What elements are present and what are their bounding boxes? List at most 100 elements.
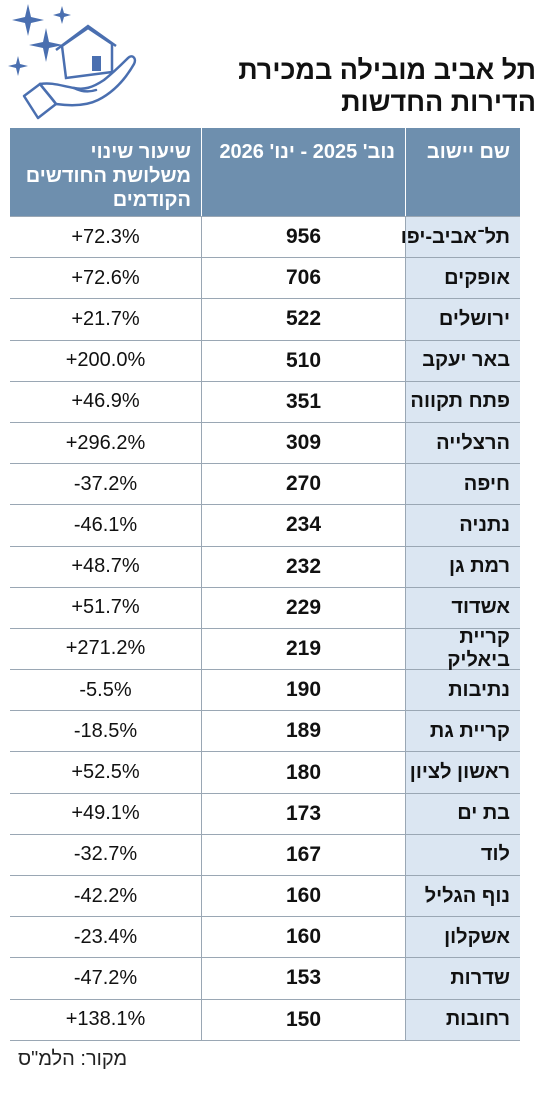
change-value: +49.1% (71, 802, 140, 825)
change-value: -46.1% (73, 513, 138, 536)
change-cell: -32.7% (10, 834, 202, 875)
change-value: -32.7% (73, 843, 138, 866)
sales-value: 160 (285, 884, 322, 908)
change-cell: +48.7% (10, 546, 202, 587)
sparkle-icon (12, 4, 44, 36)
table-row: פתח תקווה 351 +46.9% (10, 380, 520, 422)
header-change: שיעור שינוי משלושת החודשים הקודמים (10, 128, 202, 216)
sales-value: 309 (285, 431, 322, 455)
change-value: +48.7% (71, 555, 140, 578)
table-row: אשדוד 229 +51.7% (10, 586, 520, 628)
sales-cell: 229 (202, 587, 406, 628)
change-value: +51.7% (71, 596, 140, 619)
table-row: רמת גן 232 +48.7% (10, 545, 520, 587)
change-cell: +52.5% (10, 752, 202, 793)
table-header: שם יישוב נוב' 2025 - ינו' 2026 שיעור שינ… (10, 128, 520, 216)
change-cell: +138.1% (10, 999, 202, 1040)
sales-value: 522 (285, 307, 322, 331)
sales-value: 232 (285, 554, 322, 578)
sales-value: 150 (285, 1007, 322, 1031)
table-row: ירושלים 522 +21.7% (10, 298, 520, 340)
change-value: -42.2% (73, 884, 138, 907)
sales-cell: 173 (202, 793, 406, 834)
table-row: קריית גת 189 -18.5% (10, 710, 520, 752)
sales-cell: 167 (202, 834, 406, 875)
table-row: קריית ביאליק 219 +271.2% (10, 626, 520, 671)
sales-cell: 270 (202, 464, 406, 505)
page-title: תל אביב מובילה במכירת הדירות החדשות (238, 55, 536, 117)
table-row: רחובות 150 +138.1% (10, 998, 520, 1040)
city-name-cell: אשקלון (406, 917, 520, 958)
table-row: חיפה 270 -37.2% (10, 463, 520, 505)
change-cell: -46.1% (10, 505, 202, 546)
change-value: +72.3% (71, 225, 140, 248)
header-period: נוב' 2025 - ינו' 2026 (202, 128, 406, 216)
sales-value: 180 (285, 760, 322, 784)
table-row: נוף הגליל 160 -42.2% (10, 875, 520, 917)
sales-cell: 706 (202, 258, 406, 299)
city-name-cell: שדרות (406, 958, 520, 999)
city-name-cell: קריית ביאליק (406, 626, 520, 671)
sales-value: 160 (285, 925, 322, 949)
city-name-cell: באר יעקב (406, 340, 520, 381)
change-value: -5.5% (79, 678, 132, 701)
change-cell: -5.5% (10, 670, 202, 711)
city-name-cell: הרצלייה (406, 422, 520, 464)
table-row: לוד 167 -32.7% (10, 833, 520, 875)
change-value: +72.6% (71, 266, 140, 289)
change-value: +138.1% (65, 1008, 146, 1031)
sales-cell: 234 (202, 505, 406, 546)
sales-value: 167 (285, 842, 322, 866)
sales-cell: 160 (202, 917, 406, 958)
city-name-cell: תל־אביב-יפו (401, 217, 520, 258)
change-value: +296.2% (65, 431, 146, 454)
sales-value: 219 (285, 636, 322, 660)
city-name-cell: נוף הגליל (406, 876, 520, 917)
sales-cell: 510 (202, 340, 406, 381)
sales-cell: 153 (202, 958, 406, 999)
change-value: -37.2% (73, 472, 138, 495)
change-cell: +51.7% (10, 587, 202, 628)
source-note: מקור: הלמ"ס (18, 1048, 128, 1070)
table-body: תל־אביב-יפו 956 +72.3% אופקים 706 +72.6% ירושל… (10, 216, 520, 1040)
city-name-cell: לוד (406, 834, 520, 875)
sales-cell: 219 (202, 628, 406, 670)
sales-cell: 150 (202, 999, 406, 1040)
hand-house-logo-icon (8, 4, 137, 120)
table-bottom-border (10, 1039, 520, 1041)
sales-cell: 160 (202, 876, 406, 917)
table-row: אופקים 706 +72.6% (10, 257, 520, 299)
change-cell: -37.2% (10, 464, 202, 505)
change-value: -23.4% (73, 925, 138, 948)
sales-value: 270 (285, 472, 322, 496)
sales-value: 706 (285, 266, 322, 290)
change-cell: +21.7% (10, 299, 202, 340)
change-value: +46.9% (71, 390, 140, 413)
sales-value: 234 (285, 513, 322, 537)
table-row: נתיבות 190 -5.5% (10, 669, 520, 711)
city-name-cell: אשדוד (406, 587, 520, 628)
table-row: ראשון לציון 180 +52.5% (10, 751, 520, 793)
change-cell: +200.0% (10, 340, 202, 381)
sales-cell: 180 (202, 752, 406, 793)
change-value: -18.5% (73, 719, 138, 742)
change-cell: +46.9% (10, 381, 202, 422)
city-name-cell: ירושלים (406, 299, 520, 340)
sales-cell: 309 (202, 422, 406, 464)
sales-value: 173 (285, 801, 322, 825)
change-cell: +49.1% (10, 793, 202, 834)
table-row: באר יעקב 510 +200.0% (10, 339, 520, 381)
sales-value: 229 (285, 595, 322, 619)
change-cell: +72.6% (10, 258, 202, 299)
city-name-cell: נתיבות (406, 670, 520, 711)
sales-value: 510 (285, 348, 322, 372)
table-row: תל־אביב-יפו 956 +72.3% (10, 216, 520, 258)
change-cell: -47.2% (10, 958, 202, 999)
sales-cell: 522 (202, 299, 406, 340)
table-row: אשקלון 160 -23.4% (10, 916, 520, 958)
city-name-cell: אופקים (406, 258, 520, 299)
change-cell: +296.2% (10, 422, 202, 464)
table-row: בת ים 173 +49.1% (10, 792, 520, 834)
sales-cell: 232 (202, 546, 406, 587)
change-cell: +271.2% (10, 628, 202, 670)
